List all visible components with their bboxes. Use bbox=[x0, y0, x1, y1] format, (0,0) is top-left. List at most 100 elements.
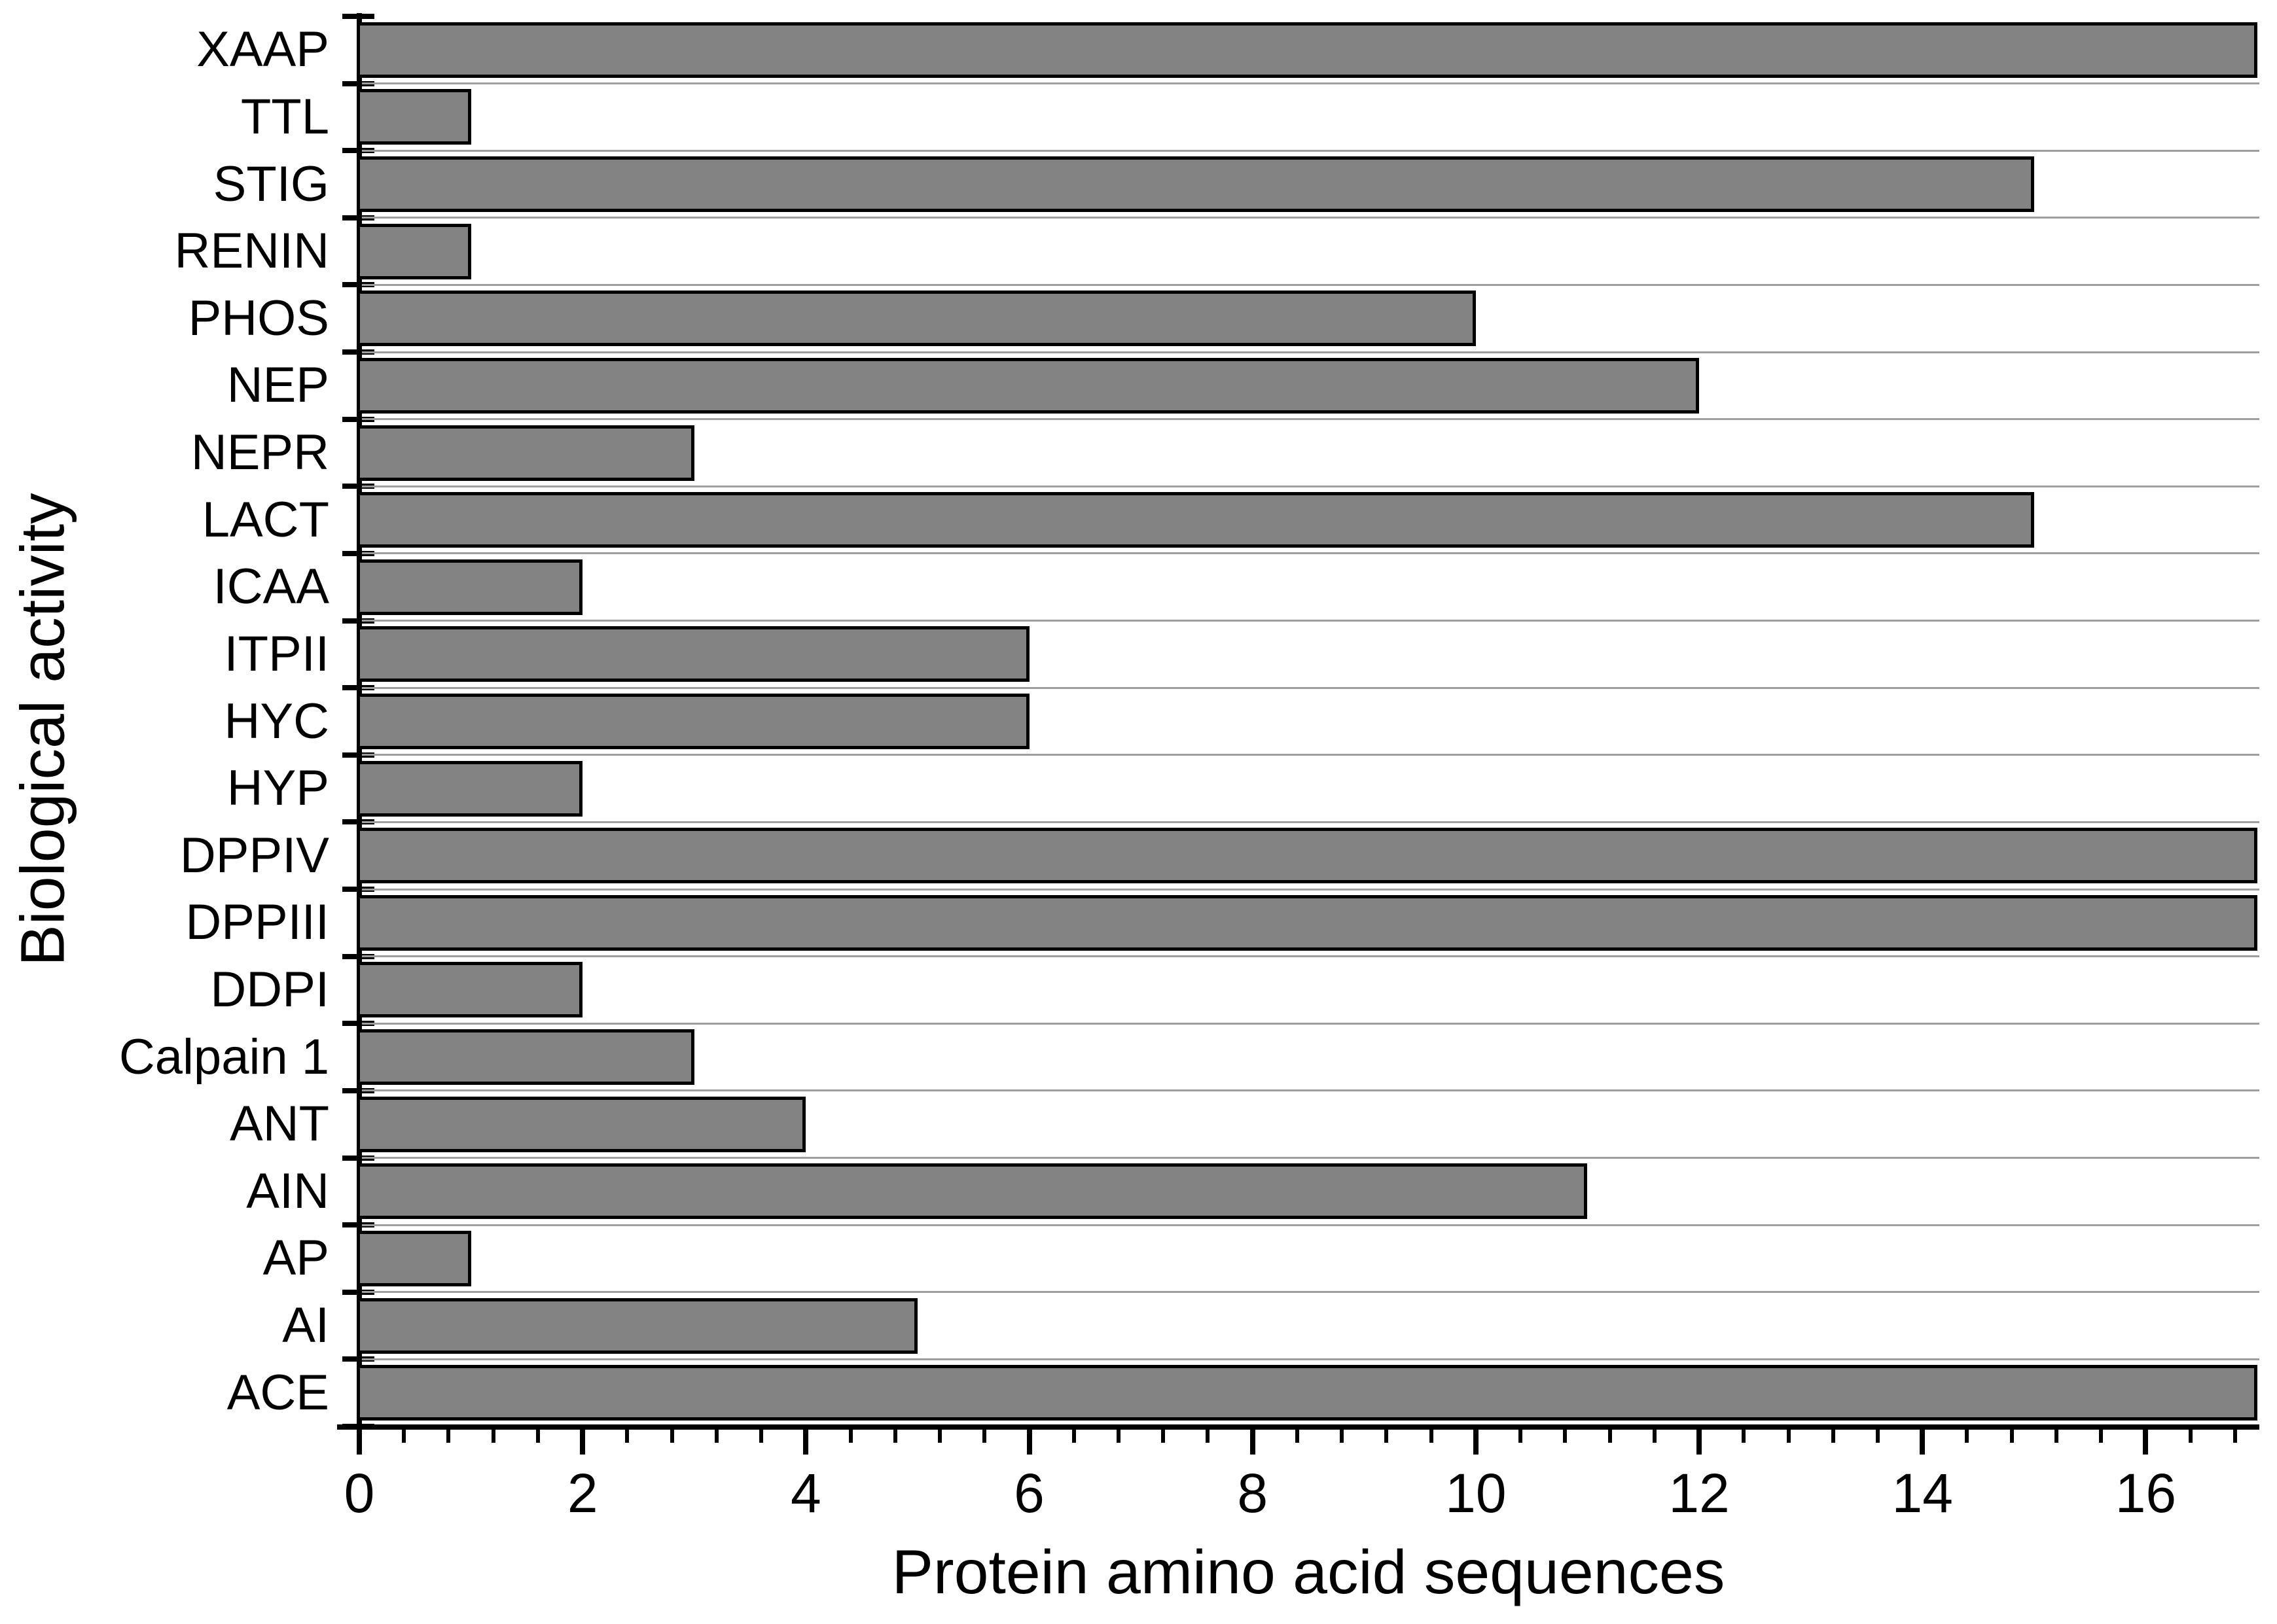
bar bbox=[357, 357, 1700, 414]
category-separator-gridline bbox=[362, 149, 2259, 152]
y-axis-tick bbox=[342, 819, 374, 825]
category-separator-gridline bbox=[362, 620, 2259, 622]
bar bbox=[357, 492, 2034, 548]
bar bbox=[357, 223, 471, 279]
x-axis-minor-tick bbox=[938, 1428, 942, 1443]
y-axis-tick bbox=[342, 1424, 374, 1429]
category-separator-gridline bbox=[362, 1291, 2259, 1294]
x-axis-minor-tick bbox=[1429, 1428, 1433, 1443]
y-axis-tick bbox=[342, 1155, 374, 1161]
x-axis-title: Protein amino acid sequences bbox=[891, 1538, 1725, 1607]
category-label: NEP bbox=[226, 357, 329, 414]
x-axis-minor-tick bbox=[1742, 1428, 1746, 1443]
category-separator-gridline bbox=[362, 754, 2259, 756]
category-separator-gridline bbox=[362, 351, 2259, 353]
y-axis-tick bbox=[342, 1222, 374, 1228]
category-separator-gridline bbox=[362, 1157, 2259, 1159]
x-axis-minor-tick bbox=[1206, 1428, 1210, 1443]
x-axis-minor-tick bbox=[1831, 1428, 1835, 1443]
x-axis-major-tick bbox=[1920, 1428, 1926, 1455]
x-axis-minor-tick bbox=[2009, 1428, 2014, 1443]
y-axis-tick bbox=[342, 887, 374, 892]
category-label: PHOS bbox=[188, 290, 329, 346]
category-label: DDPI bbox=[210, 961, 329, 1017]
x-axis-major-tick bbox=[1473, 1428, 1479, 1455]
x-axis-minor-tick bbox=[1161, 1428, 1166, 1443]
x-axis-minor-tick bbox=[1563, 1428, 1568, 1443]
x-axis-minor-tick bbox=[446, 1428, 451, 1443]
y-axis-tick bbox=[342, 953, 374, 959]
bar bbox=[357, 1230, 471, 1286]
bar bbox=[357, 559, 583, 615]
bar bbox=[357, 694, 1030, 749]
x-axis-minor-tick bbox=[1875, 1428, 1880, 1443]
category-label: XAAP bbox=[196, 22, 329, 78]
category-label: DPPIV bbox=[179, 827, 329, 883]
y-axis-tick bbox=[342, 1021, 374, 1027]
x-axis-tick-label: 8 bbox=[1237, 1462, 1268, 1524]
category-separator-gridline bbox=[362, 686, 2259, 689]
x-axis-tick-label: 4 bbox=[790, 1462, 821, 1524]
bar bbox=[357, 760, 583, 817]
y-axis-tick bbox=[342, 416, 374, 422]
category-label: ICAA bbox=[213, 559, 329, 615]
y-axis-tick bbox=[342, 618, 374, 624]
bar bbox=[357, 1365, 2257, 1421]
x-axis-tick-label: 10 bbox=[1445, 1462, 1507, 1524]
category-separator-gridline bbox=[362, 552, 2259, 555]
category-separator-gridline bbox=[362, 485, 2259, 487]
category-separator-gridline bbox=[362, 217, 2259, 219]
x-axis-major-tick bbox=[580, 1428, 586, 1455]
x-axis-minor-tick bbox=[670, 1428, 674, 1443]
x-axis-minor-tick bbox=[402, 1428, 406, 1443]
y-axis-tick bbox=[342, 1289, 374, 1295]
x-axis-minor-tick bbox=[848, 1428, 853, 1443]
x-axis-minor-tick bbox=[535, 1428, 540, 1443]
x-axis-minor-tick bbox=[714, 1428, 719, 1443]
x-axis-tick-label: 12 bbox=[1668, 1462, 1730, 1524]
category-label: RENIN bbox=[174, 223, 329, 279]
category-separator-gridline bbox=[362, 955, 2259, 958]
x-axis-minor-tick bbox=[1384, 1428, 1389, 1443]
x-axis-major-tick bbox=[1026, 1428, 1032, 1455]
x-axis-minor-tick bbox=[1340, 1428, 1344, 1443]
y-axis-tick bbox=[342, 550, 374, 556]
x-axis-minor-tick bbox=[1518, 1428, 1523, 1443]
x-axis-minor-tick bbox=[893, 1428, 897, 1443]
bar bbox=[357, 22, 2257, 78]
x-axis-minor-tick bbox=[2232, 1428, 2237, 1443]
category-separator-gridline bbox=[362, 418, 2259, 421]
category-separator-gridline bbox=[362, 888, 2259, 891]
bar bbox=[357, 1096, 806, 1152]
y-axis-tick bbox=[342, 685, 374, 691]
y-axis-tick bbox=[342, 282, 374, 288]
category-label: TTL bbox=[240, 88, 329, 145]
category-separator-gridline bbox=[362, 1089, 2259, 1092]
bar bbox=[357, 894, 2257, 951]
x-axis-line bbox=[337, 1424, 2259, 1430]
bar bbox=[357, 626, 1030, 682]
x-axis-minor-tick bbox=[1965, 1428, 1969, 1443]
category-label: HYC bbox=[224, 693, 329, 749]
x-axis-minor-tick bbox=[1295, 1428, 1299, 1443]
bar bbox=[357, 1163, 1588, 1220]
y-axis-tick bbox=[342, 484, 374, 489]
category-separator-gridline bbox=[362, 1224, 2259, 1226]
x-axis-tick-label: 2 bbox=[567, 1462, 598, 1524]
x-axis-minor-tick bbox=[2099, 1428, 2104, 1443]
x-axis-minor-tick bbox=[2188, 1428, 2193, 1443]
category-label: AP bbox=[262, 1230, 329, 1286]
category-label: STIG bbox=[213, 156, 329, 212]
category-separator-gridline bbox=[362, 283, 2259, 286]
bar bbox=[357, 291, 1476, 347]
y-axis-tick bbox=[342, 752, 374, 758]
category-label: LACT bbox=[202, 491, 329, 548]
y-axis-tick bbox=[342, 14, 374, 19]
x-axis-minor-tick bbox=[982, 1428, 987, 1443]
x-axis-major-tick bbox=[1249, 1428, 1255, 1455]
x-axis-tick-label: 16 bbox=[2115, 1462, 2177, 1524]
x-axis-tick-label: 0 bbox=[344, 1462, 375, 1524]
y-axis-tick bbox=[342, 148, 374, 154]
x-axis-major-tick bbox=[1696, 1428, 1702, 1455]
